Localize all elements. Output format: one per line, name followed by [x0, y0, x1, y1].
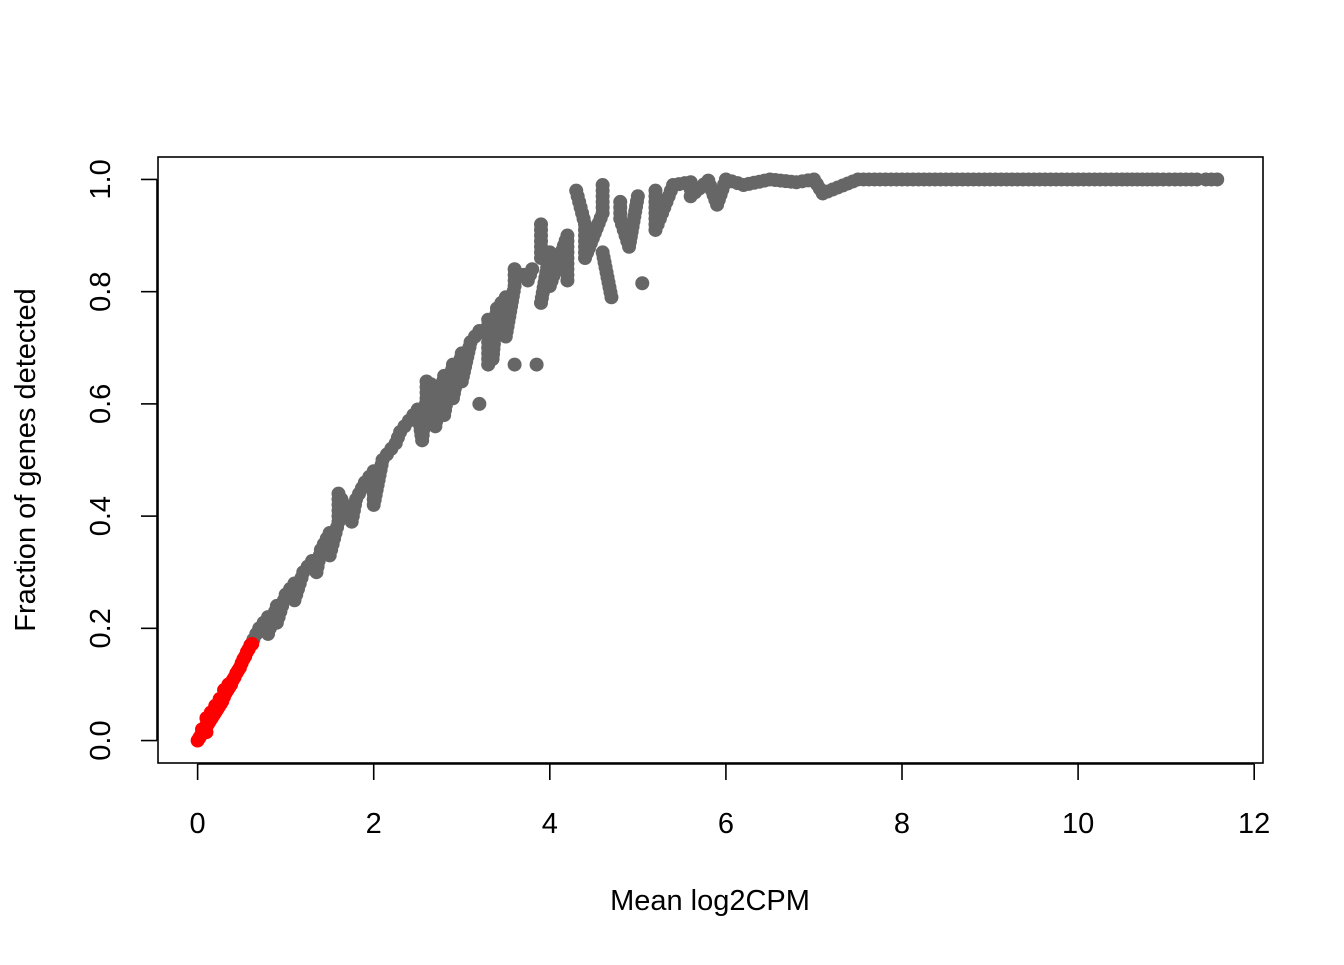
- data-point: [330, 520, 345, 535]
- y-tick-label: 0.6: [85, 384, 117, 424]
- data-point: [507, 357, 522, 372]
- y-tick-label: 1.0: [85, 159, 117, 199]
- data-point: [374, 457, 389, 472]
- data-point: [199, 718, 214, 733]
- x-tick-label: 4: [542, 808, 558, 840]
- series-1: [190, 637, 260, 748]
- data-point: [603, 285, 618, 300]
- x-tick-label: 2: [366, 808, 382, 840]
- y-tick-label: 0.2: [85, 608, 117, 648]
- plot-frame: [157, 156, 1264, 764]
- data-point: [390, 430, 405, 445]
- data-point: [1021, 172, 1036, 187]
- y-tick-label: 0.4: [85, 496, 117, 536]
- data-point: [276, 593, 291, 608]
- data-point: [933, 172, 948, 187]
- data-point: [784, 174, 799, 189]
- data-point: [593, 211, 608, 226]
- data-point: [507, 267, 522, 282]
- x-tick-label: 8: [894, 808, 910, 840]
- data-point: [379, 447, 394, 462]
- series-0: [243, 172, 1225, 653]
- y-axis: 0.0 0.2 0.4 0.6 0.8 1.0: [85, 159, 158, 761]
- data-point: [534, 222, 549, 237]
- y-axis-label: Fraction of genes detected: [10, 288, 42, 631]
- data-point: [613, 206, 628, 221]
- data-point: [467, 329, 482, 344]
- data-point: [1184, 172, 1199, 187]
- data-point: [977, 172, 992, 187]
- x-tick-label: 10: [1062, 808, 1094, 840]
- data-point: [1109, 172, 1124, 187]
- data-point: [529, 357, 544, 372]
- data-point: [635, 276, 650, 291]
- y-tick-label: 0.8: [85, 272, 117, 312]
- data-point: [523, 267, 538, 282]
- data-point: [506, 284, 521, 299]
- data-point: [730, 176, 745, 191]
- data-point: [462, 340, 477, 355]
- data-point: [294, 570, 309, 585]
- points-layer: [190, 172, 1225, 748]
- data-point: [1065, 172, 1080, 187]
- y-tick-label: 0.0: [85, 720, 117, 760]
- data-point: [845, 174, 860, 189]
- data-point: [889, 172, 904, 187]
- data-point: [348, 497, 363, 512]
- data-point: [354, 481, 369, 496]
- data-point: [629, 194, 644, 209]
- data-point: [757, 173, 772, 188]
- data-point: [1204, 172, 1219, 187]
- data-point: [472, 396, 487, 411]
- data-point: [595, 183, 610, 198]
- data-point: [1162, 172, 1177, 187]
- data-point: [245, 637, 260, 652]
- x-axis: 0 2 4 6 8 10 12: [190, 763, 1270, 840]
- data-point: [576, 211, 591, 226]
- x-tick-label: 0: [190, 808, 206, 840]
- x-tick-label: 6: [718, 808, 734, 840]
- data-point: [560, 267, 575, 282]
- data-point: [1145, 172, 1160, 187]
- data-point: [655, 206, 670, 221]
- x-tick-label: 12: [1238, 808, 1270, 840]
- x-axis-label: Mean log2CPM: [610, 885, 810, 917]
